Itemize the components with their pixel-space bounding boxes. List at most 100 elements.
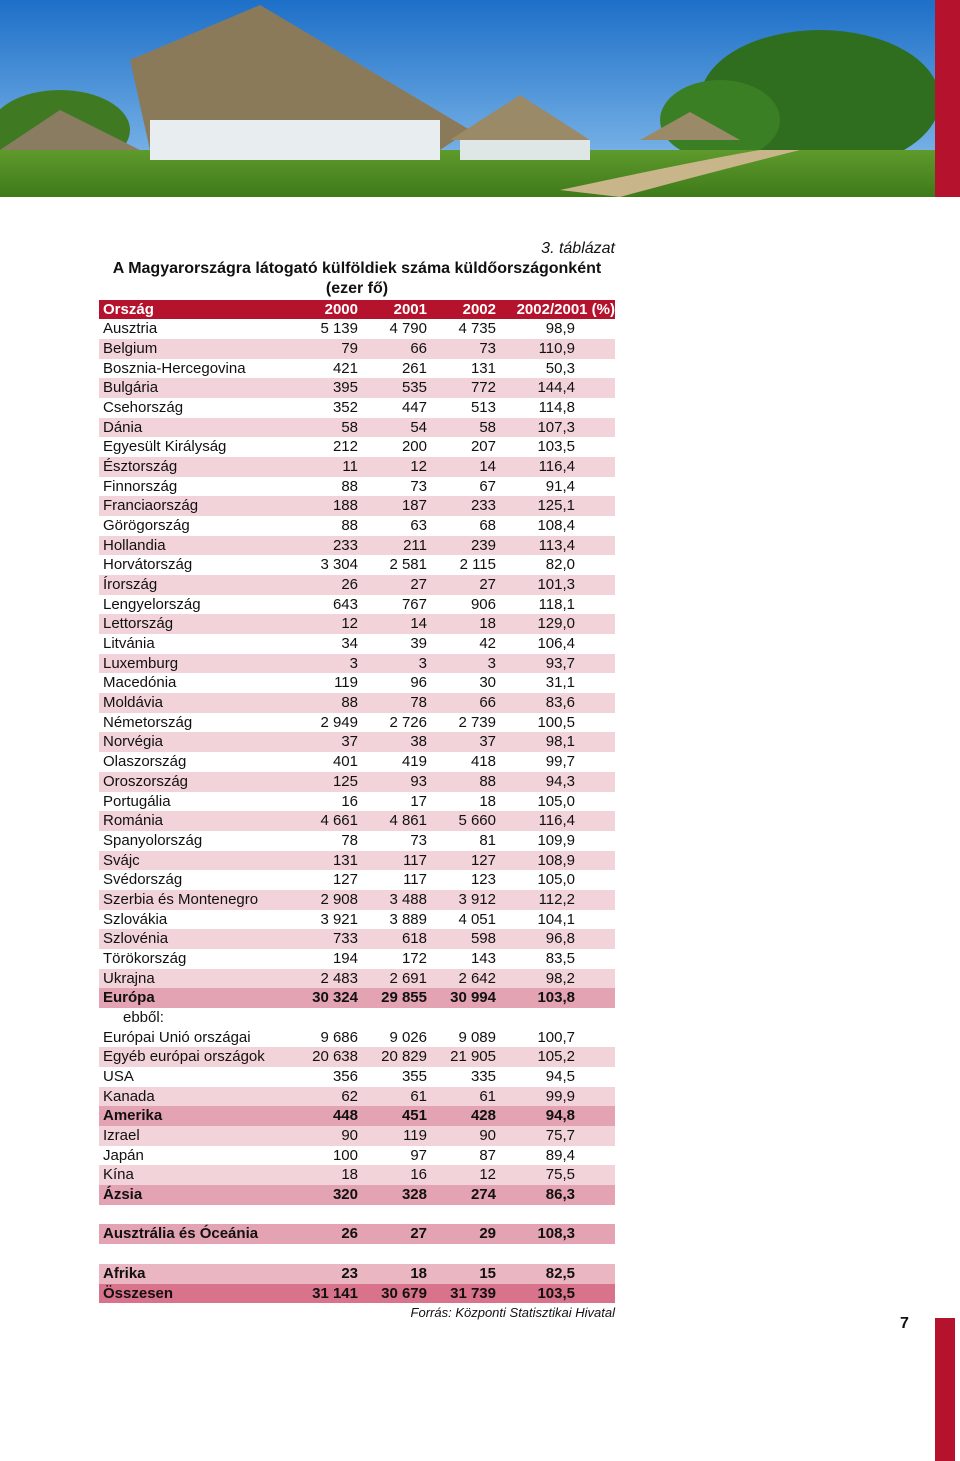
table-cell: 767: [401, 595, 427, 613]
table-cell: 27: [410, 1225, 427, 1243]
table-cell: Dánia: [103, 418, 143, 436]
table-cell: 73: [410, 831, 427, 849]
table-cell: 94,5: [545, 1068, 575, 1086]
table-cell: Összesen: [103, 1284, 174, 1302]
table-row: Hollandia 233 211 239 113,4: [99, 535, 615, 556]
table-cell: 90: [479, 1127, 496, 1145]
header-photo: [0, 0, 960, 197]
table-cell: 83,6: [545, 694, 575, 712]
table-row: Egyéb európai országok 20 638 20 829 21 905…: [99, 1047, 615, 1068]
table-cell: ebből:: [123, 1008, 164, 1026]
table-cell: 107,3: [537, 418, 575, 436]
table-row: Amerika 448 451 428 94,8: [99, 1106, 615, 1127]
table-cell: Ukrajna: [103, 969, 155, 987]
table-cell: 114,8: [538, 398, 575, 416]
table-row: Japán 100 97 87 89,4: [99, 1145, 615, 1166]
table-row: Bosznia-Hercegovina 421 261 131 50,3: [99, 358, 615, 379]
table-row: Lettország 12 14 18 129,0: [99, 614, 615, 635]
table-cell: 11: [342, 457, 358, 475]
source-note: Forrás: Központi Statisztikai Hivatal: [410, 1305, 615, 1321]
table-cell: 5 139: [320, 320, 358, 338]
table-cell: 117: [403, 871, 427, 889]
table-cell: 96,8: [545, 930, 575, 948]
table-row: Összesen 31 141 30 679 31 739 103,5: [99, 1283, 615, 1304]
table-row: Románia 4 661 4 861 5 660 116,4: [99, 811, 615, 831]
table-cell: 112,2: [538, 890, 575, 908]
table-cell: 2 691: [389, 969, 427, 987]
table-cell: 54: [410, 418, 427, 436]
table-cell: 81: [479, 831, 496, 849]
table-cell: 3 921: [320, 910, 358, 928]
table-cell: 15: [479, 1264, 496, 1282]
table-cell: Európai Unió országai: [103, 1028, 251, 1046]
table-cell: 93: [410, 772, 427, 790]
table-cell: Olaszország: [103, 753, 187, 771]
table-cell: 2 581: [389, 556, 427, 574]
table-cell: Horvátország: [103, 556, 193, 574]
table-cell: 117: [403, 851, 427, 869]
table-cell: 18: [479, 615, 496, 633]
table-cell: 20 638: [312, 1048, 358, 1066]
table-cell: 2002: [462, 300, 496, 318]
table-cell: 4 661: [320, 812, 358, 830]
table-cell: 86,3: [545, 1186, 575, 1204]
table-cell: 89,4: [545, 1146, 575, 1164]
table-cell: 88: [341, 516, 358, 534]
table-cell: 67: [479, 477, 496, 495]
table-cell: 37: [341, 733, 358, 751]
table-cell: 772: [470, 379, 496, 397]
table-cell: 143: [470, 949, 496, 967]
table-cell: 2 908: [320, 890, 358, 908]
table-cell: Lengyelország: [103, 595, 201, 613]
table-cell: 3 304: [320, 556, 358, 574]
table-cell: Kanada: [103, 1087, 155, 1105]
table-cell: 103,5: [537, 1284, 575, 1302]
table-cell: 513: [470, 398, 496, 416]
table-cell: 108,4: [537, 516, 575, 534]
table-cell: Csehország: [103, 398, 184, 416]
table-row: Görögország 88 63 68 108,4: [99, 515, 615, 536]
table-row: Litvánia 34 39 42 106,4: [99, 634, 615, 654]
table-cell: Egyesült Királyság: [103, 438, 227, 456]
table-cell: 109,9: [537, 831, 575, 849]
table-cell: 233: [470, 497, 496, 515]
table-cell: 106,4: [537, 635, 575, 653]
table-row: Olaszország 401 419 418 99,7: [99, 752, 615, 772]
table-cell: Litvánia: [103, 635, 155, 653]
table-cell: Hollandia: [103, 536, 166, 554]
table-cell: 211: [403, 536, 427, 554]
table-cell: Ország: [103, 300, 154, 318]
table-row: Egyesült Királyság 212 200 207 103,5: [99, 437, 615, 457]
table-row: Szlovénia 733 618 598 96,8: [99, 929, 615, 949]
table-cell: 3: [418, 654, 427, 672]
table-cell: 31 141: [312, 1284, 358, 1302]
table-cell: 91,4: [545, 477, 575, 495]
table-cell: 34: [341, 635, 358, 653]
table-cell: Moldávia: [103, 694, 164, 712]
table-cell: 94,8: [545, 1107, 575, 1125]
table-cell: 23: [341, 1264, 358, 1282]
table-cell: 30 994: [450, 989, 496, 1007]
table-cell: Japán: [103, 1146, 144, 1164]
table-cell: Görögország: [103, 516, 190, 534]
table-row: Ország 2000 2001 2002 2002/2001 (%): [99, 299, 615, 320]
table-cell: 419: [401, 753, 427, 771]
table-cell: 93,7: [545, 654, 575, 672]
table-cell: Írország: [103, 576, 158, 594]
table-cell: 66: [479, 694, 496, 712]
table-cell: 119: [334, 674, 358, 692]
table-row: Kína 18 16 12 75,5: [99, 1165, 615, 1186]
table-cell: 123: [470, 871, 496, 889]
table-cell: 428: [470, 1107, 496, 1125]
table-cell: 100: [332, 1146, 358, 1164]
table-cell: 12: [410, 457, 427, 475]
table-row: Észtország 11 12 14 116,4: [99, 456, 615, 477]
table-cell: 448: [332, 1107, 358, 1125]
table-row: Írország 26 27 27 101,3: [99, 575, 615, 595]
table-row: Ausztrália és Óceánia 26 27 29 108,3: [99, 1224, 615, 1245]
table-cell: 113,4: [538, 536, 575, 554]
table-cell: 4 790: [389, 320, 427, 338]
table-cell: Egyéb európai országok: [103, 1048, 265, 1066]
table-cell: 108,9: [537, 851, 575, 869]
table-cell: 83,5: [545, 949, 575, 967]
